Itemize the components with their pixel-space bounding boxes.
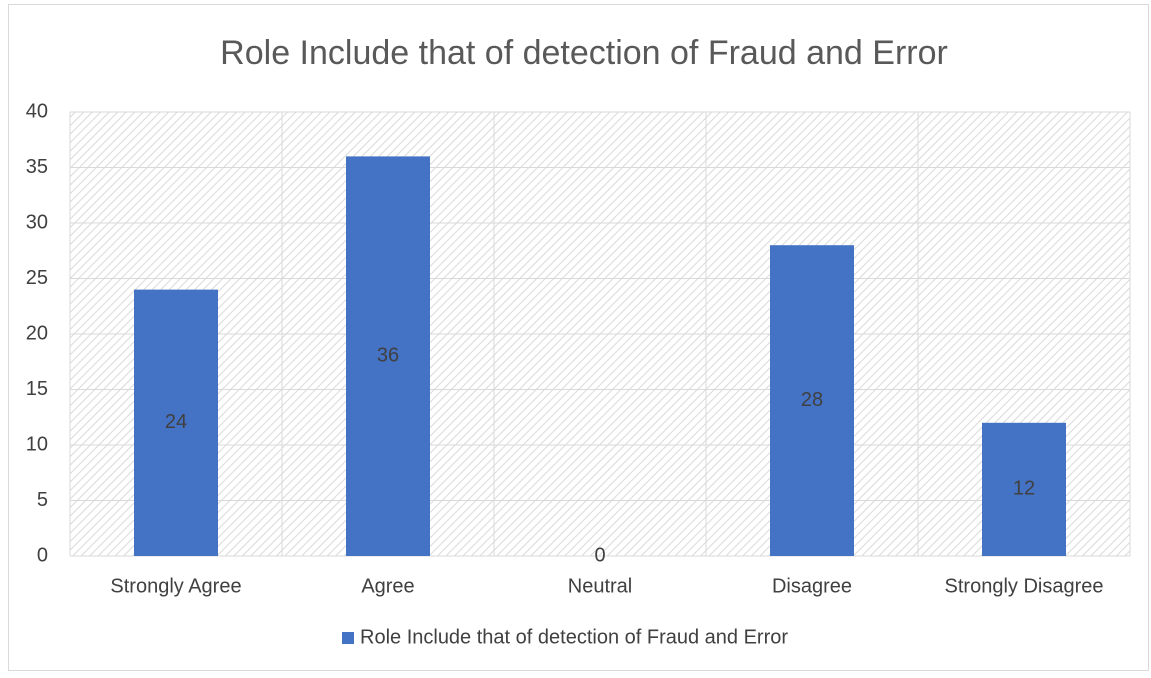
y-tick-label: 30 [26,211,48,233]
bar [134,289,218,556]
y-tick-label: 20 [26,322,48,344]
x-tick-label: Disagree [772,575,852,597]
x-tick-label: Strongly Disagree [945,575,1104,597]
bar [770,245,854,556]
y-tick-label: 25 [26,267,48,289]
x-tick-label: Strongly Agree [110,575,241,597]
y-tick-label: 35 [26,156,48,178]
chart-title: Role Include that of detection of Fraud … [220,34,948,72]
data-label: 12 [1013,478,1035,500]
bar [346,156,430,556]
y-tick-label: 0 [37,544,48,566]
bar [982,422,1066,556]
data-label: 36 [377,344,399,366]
legend-swatch [342,632,354,644]
legend-label: Role Include that of detection of Fraud … [360,626,788,648]
data-label: 24 [165,411,187,433]
y-tick-label: 40 [26,100,48,122]
y-tick-label: 5 [37,489,48,511]
x-tick-label: Neutral [568,575,632,597]
data-label: 0 [594,544,605,566]
data-label: 28 [801,389,823,411]
y-tick-label: 10 [26,433,48,455]
y-tick-label: 15 [26,378,48,400]
x-tick-label: Agree [361,575,414,597]
